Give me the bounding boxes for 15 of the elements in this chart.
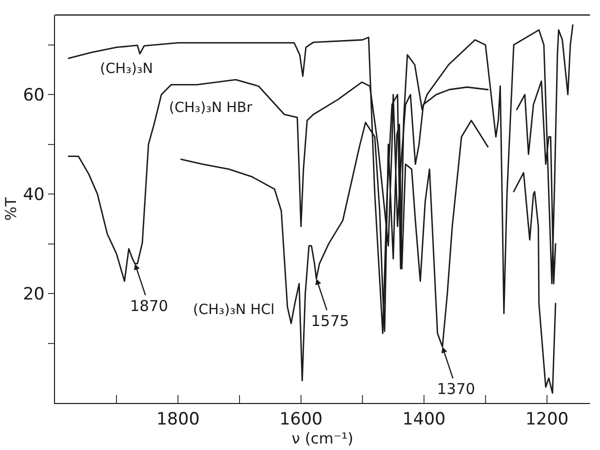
annotation: 1575 bbox=[311, 312, 350, 330]
annotation: 1370 bbox=[437, 380, 476, 398]
x-tick-label: 1200 bbox=[525, 409, 569, 430]
series-label: (CH₃)₃N HBr bbox=[169, 100, 253, 116]
x-tick-label: 1600 bbox=[279, 409, 323, 430]
y-axis-title: %T bbox=[2, 196, 20, 221]
y-tick-label: 40 bbox=[22, 185, 45, 206]
annotation: 1870 bbox=[130, 297, 168, 315]
x-tick-label: 1400 bbox=[402, 409, 446, 430]
y-tick-label: 20 bbox=[22, 284, 45, 305]
x-tick-label: 1800 bbox=[156, 409, 200, 430]
x-axis-title: ν (cm⁻¹) bbox=[292, 429, 354, 448]
y-tick-label: 60 bbox=[22, 86, 45, 106]
series-label: (CH₃)₃N HCl bbox=[193, 302, 275, 318]
series-label: (CH₃)₃N bbox=[100, 61, 153, 77]
